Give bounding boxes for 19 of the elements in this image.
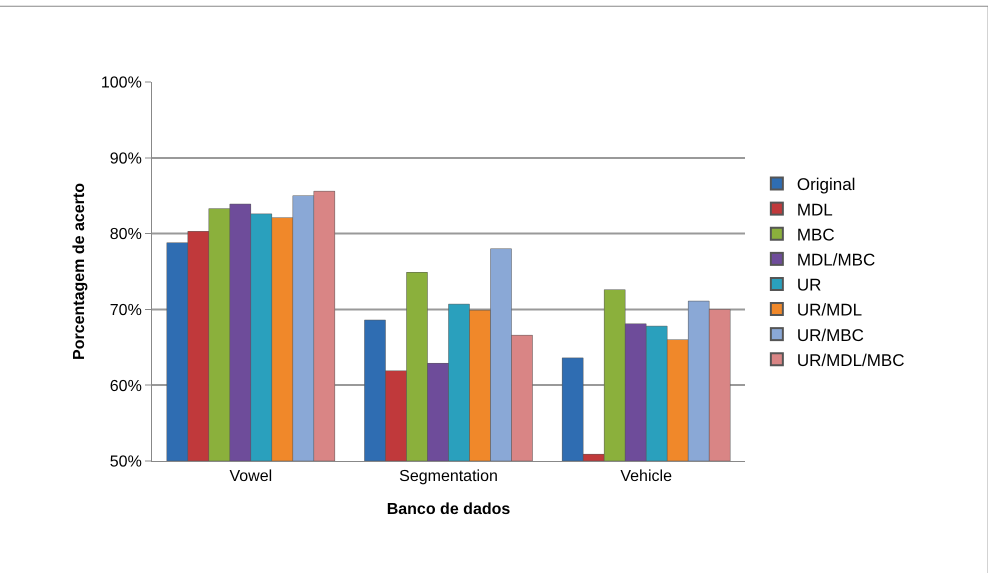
legend-label: UR/MDL/MBC: [796, 350, 905, 370]
y-tick-label: 100%: [100, 74, 142, 92]
x-axis-title: Banco de dados: [386, 500, 510, 518]
legend-label: MDL: [796, 200, 833, 220]
y-tick-label: 90%: [110, 150, 142, 168]
y-tick-label: 60%: [110, 378, 142, 395]
legend-label: Original: [796, 175, 856, 194]
legend-label: MBC: [796, 225, 835, 244]
legend-label: UR/MBC: [796, 326, 864, 345]
y-tick-label: 80%: [110, 226, 142, 244]
legend-label: UR/MDL: [796, 300, 862, 320]
legend-label: MDL/MBC: [796, 250, 876, 270]
y-tick-label: 50%: [110, 454, 142, 471]
x-tick-label: Segmentation: [399, 468, 498, 486]
legend-label: UR: [796, 276, 822, 295]
y-axis-title: Porcentagem de acerto: [70, 182, 88, 360]
x-tick-label: Vowel: [229, 468, 272, 486]
x-tick-label: Vehicle: [620, 468, 672, 486]
y-tick-label: 70%: [110, 302, 142, 319]
